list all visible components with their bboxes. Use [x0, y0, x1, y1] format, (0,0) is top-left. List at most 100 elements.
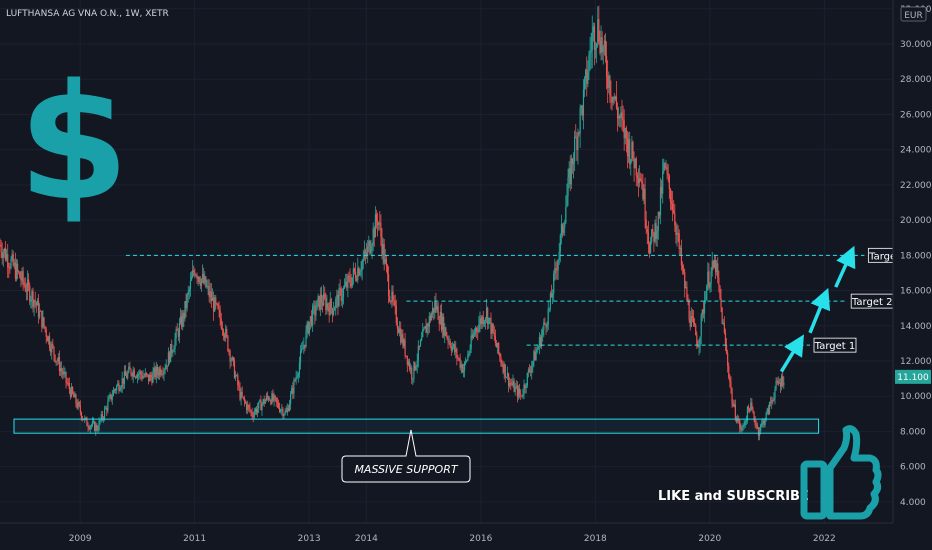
candle-body	[247, 404, 249, 410]
candle-body	[350, 283, 352, 287]
candle-body	[337, 294, 339, 307]
candle-body	[45, 329, 47, 337]
candle-body	[64, 371, 66, 373]
candle-body	[635, 158, 637, 176]
candle-body	[346, 281, 348, 288]
candle-body	[673, 210, 675, 214]
candle-body	[680, 247, 683, 266]
candle-body	[189, 280, 192, 290]
candle-body	[618, 115, 620, 119]
candle-body	[383, 243, 385, 264]
candle-body	[68, 383, 70, 390]
candle-body	[343, 285, 346, 288]
x-tick-label: 2018	[584, 534, 607, 544]
candle-body	[428, 315, 430, 327]
candle-body	[142, 376, 144, 379]
candle-body	[662, 171, 664, 194]
candle-body	[448, 341, 450, 343]
candle-body	[733, 404, 735, 407]
y-tick-label: 14.000	[900, 322, 932, 332]
candle-body	[53, 346, 55, 355]
price-axis[interactable]: 4.000 6.000 8.000 10.000 12.000 14.000 16.000 1…	[892, 0, 932, 550]
candle-body	[331, 308, 334, 315]
candle-body	[67, 383, 69, 384]
candle-body	[301, 348, 303, 352]
candle-body	[591, 32, 593, 51]
candle-body	[699, 336, 701, 347]
plot-area[interactable]	[0, 0, 893, 523]
candle-body	[553, 273, 555, 294]
candle-body	[438, 319, 440, 325]
candle-body	[609, 75, 611, 96]
candle-body	[75, 394, 77, 404]
candle-body	[374, 214, 376, 238]
candle-body	[120, 387, 122, 390]
candle-body	[106, 407, 108, 411]
candle-body	[326, 303, 328, 311]
candle-body	[695, 325, 697, 336]
time-axis[interactable]: 2009 2011 2013 2014 2016 2018 2020 2022	[0, 522, 932, 550]
candle-body	[320, 294, 323, 303]
candle-body	[657, 211, 659, 231]
candle-body	[775, 380, 777, 390]
candle-body	[204, 276, 206, 283]
candle-body	[478, 324, 480, 332]
candle-body	[4, 248, 7, 260]
candle-body	[476, 328, 478, 331]
candle-body	[37, 300, 40, 318]
x-tick-label: 2013	[298, 534, 321, 544]
grid-lines	[0, 0, 893, 523]
candle-body	[201, 274, 204, 279]
candle-body	[130, 369, 132, 375]
candle-body	[245, 403, 248, 410]
candle-body	[697, 344, 699, 348]
candle-body	[95, 424, 97, 431]
candle-body	[146, 374, 149, 376]
candle-body	[199, 282, 201, 286]
candle-body	[121, 378, 123, 388]
candle-body	[57, 357, 59, 362]
candle-body	[511, 383, 513, 386]
candle-body	[197, 276, 199, 279]
candle-body	[516, 385, 518, 397]
candle-body	[1, 252, 3, 258]
y-tick-label: 10.000	[900, 392, 932, 402]
candle-body	[585, 69, 587, 79]
candle-body	[407, 361, 410, 365]
candle-body	[559, 235, 561, 252]
candle-body	[20, 278, 22, 281]
candle-body	[399, 328, 401, 333]
candle-body	[441, 316, 444, 330]
candle-body	[2, 252, 4, 258]
candle-body	[411, 367, 413, 379]
candle-body	[561, 224, 564, 233]
candle-body	[616, 107, 619, 119]
candle-body	[602, 46, 604, 53]
candle-body	[653, 232, 655, 242]
candle-body	[382, 243, 384, 255]
projection-arrow	[808, 287, 831, 334]
candle-body	[782, 375, 784, 386]
candle-body	[211, 297, 214, 301]
candle-body	[240, 391, 242, 400]
candle-body	[129, 366, 131, 370]
candle-body	[35, 302, 37, 306]
candle-body	[644, 188, 646, 220]
candle-body	[138, 373, 140, 375]
candle-body	[523, 384, 525, 395]
candle-body	[427, 323, 429, 327]
candle-body	[293, 379, 295, 394]
candle-body	[302, 348, 304, 350]
candle-body	[219, 310, 221, 320]
candle-body	[309, 316, 312, 322]
candle-body	[208, 285, 210, 297]
candle-body	[473, 332, 476, 334]
candle-body	[381, 236, 383, 255]
candle-body	[643, 188, 645, 200]
candle-body	[422, 329, 424, 338]
candle-body	[108, 397, 110, 402]
candle-body	[601, 37, 603, 53]
candle-body	[78, 402, 80, 406]
candle-body	[327, 303, 329, 308]
